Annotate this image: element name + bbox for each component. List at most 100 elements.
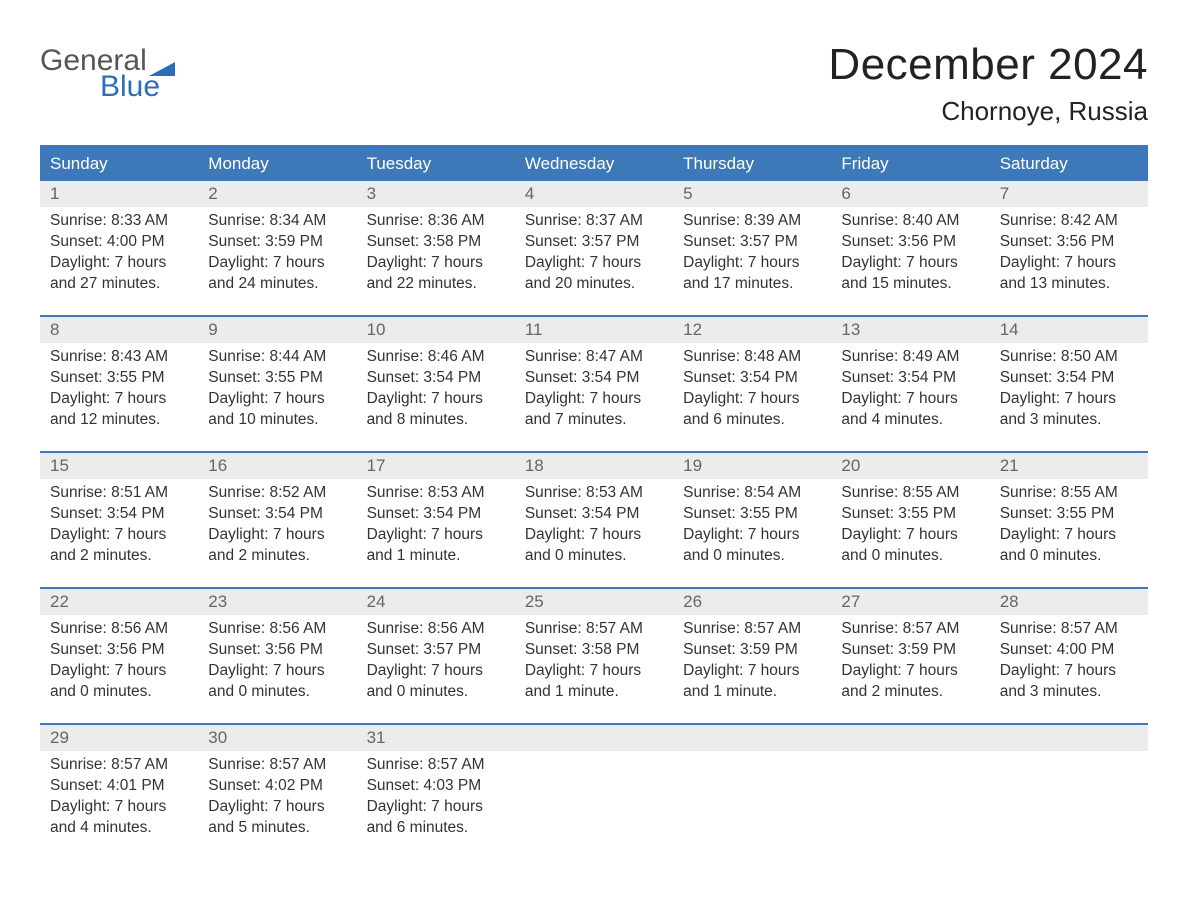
daylight-line: Daylight: 7 hours and 2 minutes. [841, 661, 979, 703]
sunrise-line: Sunrise: 8:44 AM [208, 347, 346, 368]
day-cell: Sunrise: 8:53 AMSunset: 3:54 PMDaylight:… [515, 479, 673, 575]
daynum-row: 22232425262728 [40, 589, 1148, 615]
sunrise-line: Sunrise: 8:54 AM [683, 483, 821, 504]
sunset-line: Sunset: 3:54 PM [683, 368, 821, 389]
sunrise-line: Sunrise: 8:46 AM [367, 347, 505, 368]
day-number: 26 [673, 589, 831, 615]
location-label: Chornoye, Russia [828, 96, 1148, 127]
sunset-line: Sunset: 3:55 PM [50, 368, 188, 389]
daylight-line: Daylight: 7 hours and 12 minutes. [50, 389, 188, 431]
sunset-line: Sunset: 3:54 PM [841, 368, 979, 389]
day-number: 14 [990, 317, 1148, 343]
sunset-line: Sunset: 3:58 PM [525, 640, 663, 661]
day-number: 4 [515, 181, 673, 207]
day-number: 30 [198, 725, 356, 751]
day-number: 1 [40, 181, 198, 207]
title-block: December 2024 Chornoye, Russia [828, 40, 1148, 127]
daylight-line: Daylight: 7 hours and 17 minutes. [683, 253, 821, 295]
daylight-line: Daylight: 7 hours and 10 minutes. [208, 389, 346, 431]
day-number: 15 [40, 453, 198, 479]
day-cell: Sunrise: 8:50 AMSunset: 3:54 PMDaylight:… [990, 343, 1148, 439]
daynum-row: 891011121314 [40, 317, 1148, 343]
sunset-line: Sunset: 3:55 PM [841, 504, 979, 525]
day-cell [515, 751, 673, 847]
day-number: 25 [515, 589, 673, 615]
day-number: 21 [990, 453, 1148, 479]
sunrise-line: Sunrise: 8:48 AM [683, 347, 821, 368]
sunrise-line: Sunrise: 8:37 AM [525, 211, 663, 232]
day-number: 12 [673, 317, 831, 343]
sunrise-line: Sunrise: 8:40 AM [841, 211, 979, 232]
sunset-line: Sunset: 3:59 PM [208, 232, 346, 253]
day-cell: Sunrise: 8:57 AMSunset: 4:00 PMDaylight:… [990, 615, 1148, 711]
sunrise-line: Sunrise: 8:53 AM [525, 483, 663, 504]
weekday-header: Tuesday [357, 147, 515, 181]
day-number: 7 [990, 181, 1148, 207]
brand-blue: Blue [100, 72, 160, 102]
daylight-line: Daylight: 7 hours and 1 minute. [525, 661, 663, 703]
day-number: 2 [198, 181, 356, 207]
sunset-line: Sunset: 4:02 PM [208, 776, 346, 797]
calendar-week: 891011121314Sunrise: 8:43 AMSunset: 3:55… [40, 315, 1148, 439]
sunset-line: Sunset: 4:00 PM [50, 232, 188, 253]
sunrise-line: Sunrise: 8:42 AM [1000, 211, 1138, 232]
weekday-header-row: SundayMondayTuesdayWednesdayThursdayFrid… [40, 145, 1148, 181]
day-cell: Sunrise: 8:40 AMSunset: 3:56 PMDaylight:… [831, 207, 989, 303]
daylight-line: Daylight: 7 hours and 3 minutes. [1000, 661, 1138, 703]
sunset-line: Sunset: 4:00 PM [1000, 640, 1138, 661]
day-number: 18 [515, 453, 673, 479]
daylight-line: Daylight: 7 hours and 3 minutes. [1000, 389, 1138, 431]
daylight-line: Daylight: 7 hours and 6 minutes. [683, 389, 821, 431]
day-number: 6 [831, 181, 989, 207]
day-cell: Sunrise: 8:49 AMSunset: 3:54 PMDaylight:… [831, 343, 989, 439]
sunset-line: Sunset: 3:56 PM [1000, 232, 1138, 253]
daylight-line: Daylight: 7 hours and 5 minutes. [208, 797, 346, 839]
day-cell: Sunrise: 8:57 AMSunset: 4:01 PMDaylight:… [40, 751, 198, 847]
day-number: 11 [515, 317, 673, 343]
daylight-line: Daylight: 7 hours and 0 minutes. [525, 525, 663, 567]
daylight-line: Daylight: 7 hours and 15 minutes. [841, 253, 979, 295]
daylight-line: Daylight: 7 hours and 0 minutes. [367, 661, 505, 703]
sunset-line: Sunset: 4:01 PM [50, 776, 188, 797]
day-number: 10 [357, 317, 515, 343]
day-number: 31 [357, 725, 515, 751]
sunrise-line: Sunrise: 8:56 AM [50, 619, 188, 640]
sunset-line: Sunset: 3:56 PM [208, 640, 346, 661]
weekday-header: Sunday [40, 147, 198, 181]
daylight-line: Daylight: 7 hours and 0 minutes. [1000, 525, 1138, 567]
sunrise-line: Sunrise: 8:56 AM [367, 619, 505, 640]
day-cell: Sunrise: 8:57 AMSunset: 3:59 PMDaylight:… [831, 615, 989, 711]
sunset-line: Sunset: 3:57 PM [525, 232, 663, 253]
sunset-line: Sunset: 3:57 PM [367, 640, 505, 661]
day-cell [831, 751, 989, 847]
day-cell: Sunrise: 8:54 AMSunset: 3:55 PMDaylight:… [673, 479, 831, 575]
page-header: General Blue December 2024 Chornoye, Rus… [40, 40, 1148, 127]
day-number: 23 [198, 589, 356, 615]
sunset-line: Sunset: 3:54 PM [367, 368, 505, 389]
daynum-row: 293031 [40, 725, 1148, 751]
sunrise-line: Sunrise: 8:47 AM [525, 347, 663, 368]
daynum-row: 1234567 [40, 181, 1148, 207]
day-number: 20 [831, 453, 989, 479]
sunset-line: Sunset: 3:59 PM [841, 640, 979, 661]
sunrise-line: Sunrise: 8:49 AM [841, 347, 979, 368]
daylight-line: Daylight: 7 hours and 0 minutes. [683, 525, 821, 567]
day-number: 5 [673, 181, 831, 207]
sunset-line: Sunset: 3:54 PM [208, 504, 346, 525]
sunrise-line: Sunrise: 8:55 AM [1000, 483, 1138, 504]
daynum-row: 15161718192021 [40, 453, 1148, 479]
daylight-line: Daylight: 7 hours and 27 minutes. [50, 253, 188, 295]
sunset-line: Sunset: 3:54 PM [367, 504, 505, 525]
weekday-header: Wednesday [515, 147, 673, 181]
day-cell: Sunrise: 8:33 AMSunset: 4:00 PMDaylight:… [40, 207, 198, 303]
sunset-line: Sunset: 3:55 PM [1000, 504, 1138, 525]
sunrise-line: Sunrise: 8:56 AM [208, 619, 346, 640]
daylight-line: Daylight: 7 hours and 4 minutes. [841, 389, 979, 431]
day-number: 16 [198, 453, 356, 479]
day-cell: Sunrise: 8:42 AMSunset: 3:56 PMDaylight:… [990, 207, 1148, 303]
calendar-week: 15161718192021Sunrise: 8:51 AMSunset: 3:… [40, 451, 1148, 575]
sunrise-line: Sunrise: 8:57 AM [1000, 619, 1138, 640]
sunset-line: Sunset: 3:56 PM [841, 232, 979, 253]
day-cell [990, 751, 1148, 847]
day-number [673, 725, 831, 751]
